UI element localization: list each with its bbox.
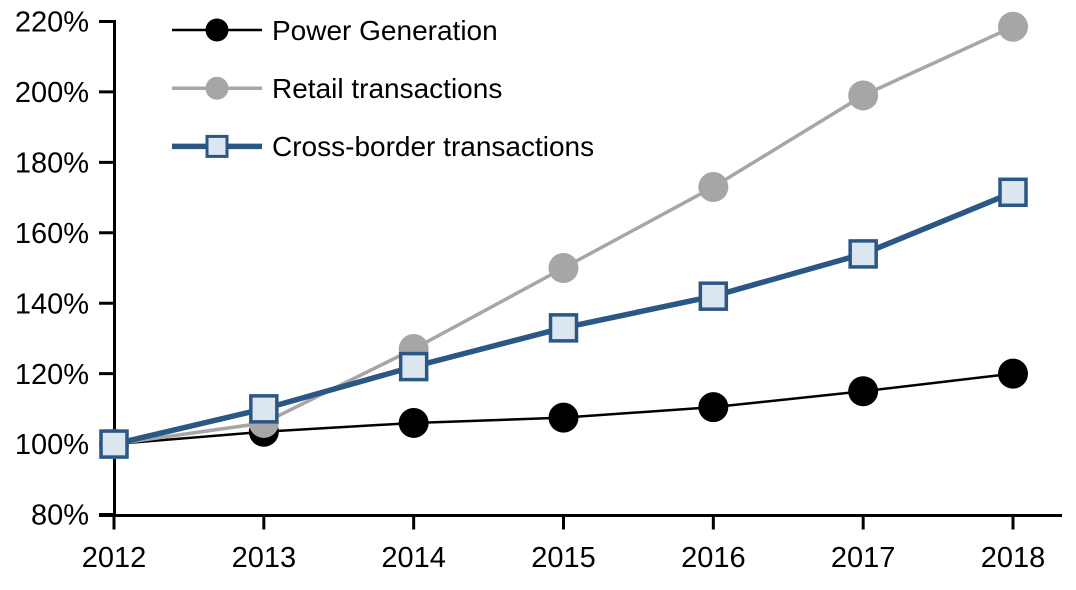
marker-square-cross-border-transactions-2013 xyxy=(249,394,279,424)
legend-marker-cross-border-transactions xyxy=(205,134,229,158)
y-tick-label: 100% xyxy=(15,429,89,461)
y-tick-label: 200% xyxy=(15,77,89,109)
marker-square-cross-border-transactions-2014 xyxy=(398,351,429,382)
legend-marker-power-generation xyxy=(205,18,229,42)
x-tick-label: 2017 xyxy=(831,542,896,574)
marker-square-cross-border-transactions-2017 xyxy=(848,239,878,269)
y-tick-label: 80% xyxy=(31,500,89,532)
marker-circle-power-generation-2018 xyxy=(998,358,1028,389)
marker-circle-power-generation-2016 xyxy=(698,392,729,423)
marker-square-cross-border-transactions-2018 xyxy=(998,177,1028,208)
legend-marker-retail-transactions xyxy=(205,76,229,100)
marker-square-cross-border-transactions-2015 xyxy=(548,313,579,343)
x-tick-label: 2013 xyxy=(232,542,297,574)
marker-circle-power-generation-2014 xyxy=(398,407,429,438)
y-tick-label: 160% xyxy=(15,218,89,250)
y-tick-label: 140% xyxy=(15,288,89,320)
marker-circle-retail-transactions-2016 xyxy=(698,172,729,203)
x-tick-label: 2012 xyxy=(82,542,147,574)
legend-label-retail-transactions: Retail transactions xyxy=(272,73,502,104)
y-tick-label: 180% xyxy=(15,148,89,180)
marker-circle-retail-transactions-2017 xyxy=(848,80,879,111)
marker-circle-power-generation-2017 xyxy=(848,376,879,407)
y-tick-label: 120% xyxy=(15,359,89,391)
marker-square-cross-border-transactions-2012 xyxy=(99,429,129,459)
x-tick-label: 2016 xyxy=(681,542,746,574)
x-tick-label: 2018 xyxy=(981,542,1046,574)
legend-label-cross-border-transactions: Cross-border transactions xyxy=(272,131,594,162)
x-tick-label: 2015 xyxy=(531,542,596,574)
x-tick-label: 2014 xyxy=(381,542,446,574)
marker-circle-retail-transactions-2015 xyxy=(548,253,579,283)
y-tick-label: 220% xyxy=(15,7,89,39)
marker-circle-power-generation-2015 xyxy=(548,402,579,433)
marker-square-cross-border-transactions-2016 xyxy=(698,281,729,311)
marker-circle-retail-transactions-2018 xyxy=(998,11,1028,42)
legend-label-power-generation: Power Generation xyxy=(272,15,498,46)
